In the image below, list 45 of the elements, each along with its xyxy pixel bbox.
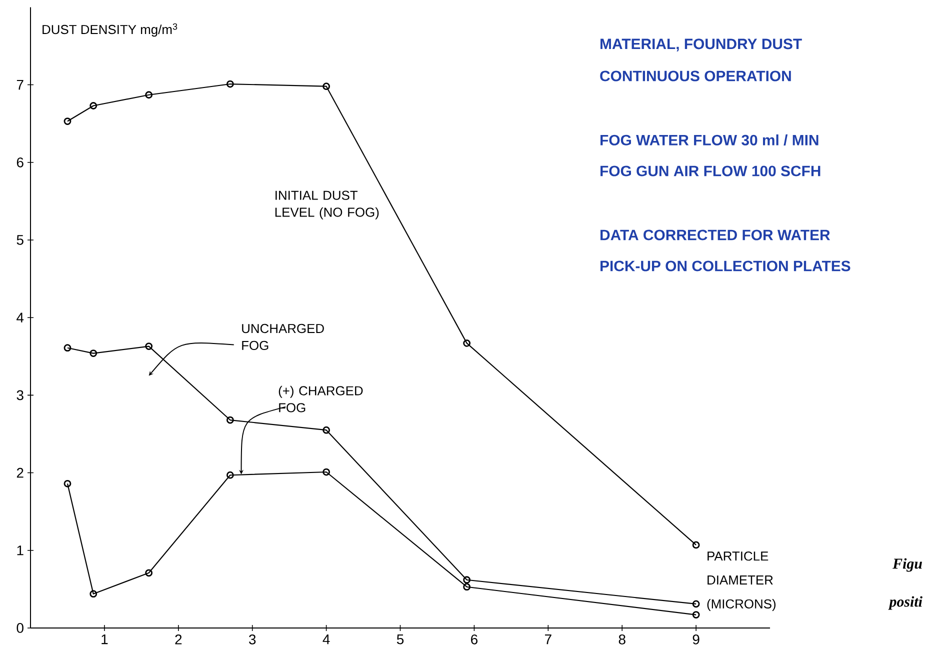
point bbox=[145, 91, 153, 99]
x-tick-label: 5 bbox=[396, 634, 404, 644]
point bbox=[463, 583, 471, 591]
y-axis-title: DUST DENSITY mg/m$^{3}$ bbox=[42, 23, 178, 37]
y-tick-label: 1 bbox=[17, 546, 24, 556]
annotation: PICK-UP ON COLLECTION PLATES bbox=[600, 260, 850, 272]
y-tick-label: 3 bbox=[16, 390, 24, 400]
y-tick-label: 2 bbox=[16, 468, 24, 478]
x-tick-label: 1 bbox=[102, 634, 108, 644]
annotation: FOG GUN AIR FLOW 100 SCFH bbox=[600, 166, 820, 176]
point bbox=[463, 339, 471, 347]
point bbox=[90, 350, 98, 357]
text: positi bbox=[888, 596, 922, 610]
point bbox=[145, 569, 153, 577]
x-tick-label: 3 bbox=[249, 634, 256, 644]
y-tick-label: 7 bbox=[16, 80, 24, 90]
point bbox=[226, 471, 234, 479]
annotation: FOG WATER FLOW 30 ml / MIN bbox=[600, 134, 818, 146]
x-tick-label: 2 bbox=[175, 634, 182, 644]
y-tick-label: 4 bbox=[16, 312, 24, 322]
text: Figu bbox=[892, 558, 922, 572]
x-tick-label: 9 bbox=[692, 634, 700, 644]
point bbox=[322, 82, 330, 90]
point bbox=[90, 590, 98, 598]
x-tick-label: 7 bbox=[545, 634, 552, 644]
annotation: CONTINUOUS OPERATION bbox=[600, 70, 791, 82]
text: UNCHARGED FOG bbox=[242, 324, 324, 350]
y-tick-label: 0 bbox=[16, 623, 24, 633]
point bbox=[145, 342, 153, 350]
y-tick-label: 5 bbox=[16, 235, 24, 245]
point bbox=[322, 426, 330, 434]
annotation: MATERIAL, FOUNDRY DUST bbox=[600, 38, 802, 52]
text: (+) CHARGED FOG bbox=[278, 386, 363, 412]
x-tick-label: 8 bbox=[618, 634, 626, 644]
annotation: DATA CORRECTED FOR WATER bbox=[600, 230, 830, 240]
x-tick-label: 4 bbox=[322, 634, 330, 644]
point bbox=[226, 80, 234, 88]
x-axis-title: PARTICLE DIAMETER (MICRONS) bbox=[707, 552, 776, 612]
point bbox=[463, 576, 471, 584]
series-label: INITIAL DUST LEVEL (NO FOG) bbox=[275, 190, 379, 220]
point bbox=[322, 468, 330, 476]
point bbox=[226, 416, 234, 424]
x-tick-label: 6 bbox=[471, 634, 478, 644]
y-tick-label: 6 bbox=[16, 157, 24, 168]
point bbox=[90, 102, 98, 110]
